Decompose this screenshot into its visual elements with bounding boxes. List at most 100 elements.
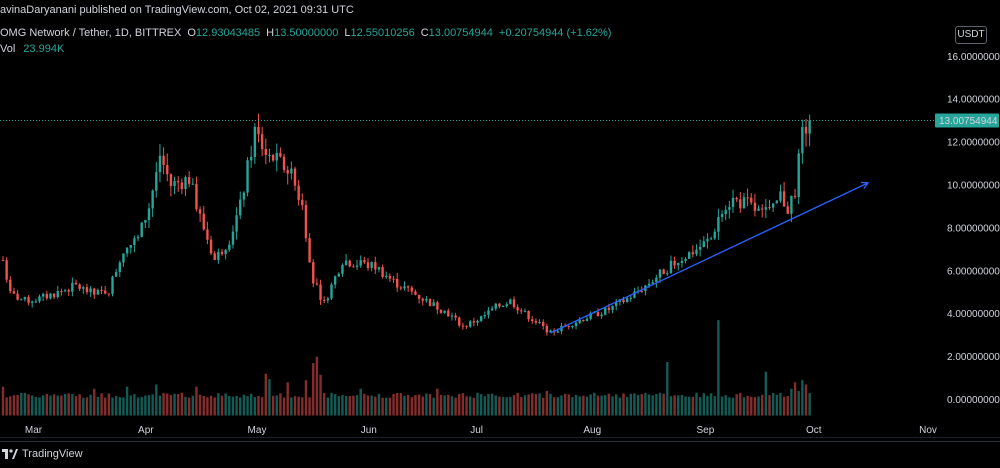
volume-bar [483,396,486,416]
candle-body [312,262,315,284]
volume-bar [706,395,709,416]
volume-bar [750,396,753,416]
candle-body [166,165,169,175]
candle-body [509,299,512,305]
candle-body [414,291,417,295]
candle-body [490,308,494,311]
candle-body [713,231,716,239]
volume-bar [89,394,92,416]
candle-body [717,216,720,232]
price-tick-label: 6.00000000 [947,266,1000,277]
candle-body [118,262,121,273]
volume-bar [501,396,505,416]
volume-label[interactable]: Vol [0,43,16,55]
candle-body [615,301,618,306]
volume-bar [680,394,684,416]
volume-bar [779,392,782,416]
candle-body [483,314,486,317]
volume-bar [271,395,275,416]
volume-bar [469,396,472,416]
candle-body [611,305,614,311]
candle-body [56,290,59,298]
candle-body [337,273,340,277]
volume-bar [180,392,184,416]
candle-body [104,290,107,294]
volume-bar [323,393,326,416]
candle-body [275,152,278,161]
volume-bar [366,395,370,416]
volume-bar [177,394,180,416]
volume-bar [771,393,775,416]
brand-name: TradingView [22,448,83,460]
volume-bar [374,396,377,416]
volume-bar [202,396,205,416]
volume-bar [801,380,804,416]
candle-body [494,303,497,309]
candle-body [589,312,592,319]
volume-bar [753,397,757,416]
candle-body [341,265,344,274]
volume-bar [443,395,446,416]
symbol-title[interactable]: OMG Network / Tether, 1D, BITTREX [0,27,182,39]
volume-bar [494,395,497,416]
candle-body [447,310,450,317]
price-tick-label: 8.00000000 [947,223,1000,234]
candle-body [421,298,424,301]
volume-bar [344,395,348,416]
candle-body [469,321,472,327]
tradingview-brand[interactable]: TradingView [2,448,83,460]
candle-body [151,190,154,209]
candle-body [374,262,377,270]
volume-bar [786,396,789,416]
volume-bar [246,396,249,416]
candle-body [574,322,578,327]
candle-body [268,154,271,156]
candle-body [308,238,311,263]
volume-bar [315,356,319,416]
volume-bar [673,395,676,416]
candle-body [439,309,443,313]
candle-body [5,260,8,280]
time-tick-label: Jun [361,425,377,436]
volume-bar [509,396,512,416]
candle-body [333,276,337,285]
candle-body [330,284,333,299]
candle-body [286,170,289,174]
candle-body [633,291,636,298]
candle-body [323,299,326,301]
candle-body [253,126,257,157]
candle-body [501,306,505,308]
volume-bar [439,394,443,416]
currency-badge[interactable]: USDT [955,26,987,44]
price-tick-label: 0.00000000 [947,395,1000,406]
volume-bar [782,396,786,416]
volume-bar [100,393,103,416]
trend-line[interactable] [550,182,869,334]
candle-body [578,320,581,323]
candle-body [370,262,373,269]
volume-bar [465,396,468,416]
volume-bar [461,393,465,416]
volume-bar [684,396,687,416]
volume-bar [250,393,253,416]
candle-body [111,276,114,294]
candle-body [403,286,406,289]
candle-body [542,321,545,326]
volume-bar [133,394,136,416]
candle-body [512,299,516,308]
volume-bar [563,394,567,416]
volume-bar [195,386,198,416]
candle-body [191,183,194,185]
candle-body [629,297,632,299]
volume-bar [578,396,581,416]
price-axis[interactable]: 16.00000000 14.00000000 12.00000000 10.0000… [947,52,1000,406]
volume-bar [63,393,67,416]
price-tick-label: 10.00000000 [947,181,1000,192]
volume-bar [739,392,742,416]
time-axis[interactable]: Mar Apr May Jun Jul Aug Sep Oct Nov [25,425,937,436]
candle-body [479,316,483,321]
candle-body [38,296,41,302]
volume-bar [458,393,461,416]
published-by-caption: avinaDaryanani published on TradingView.… [0,4,354,16]
